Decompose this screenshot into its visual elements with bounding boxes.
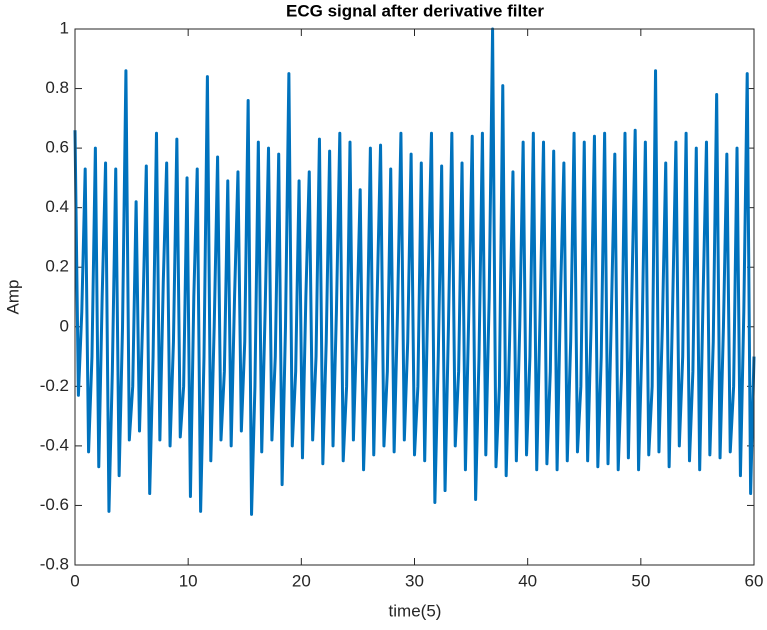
y-tick-label: -0.2 xyxy=(40,376,69,395)
signal-line xyxy=(73,27,756,516)
x-axis-label: time(5) xyxy=(389,601,442,620)
y-tick-label: 0.6 xyxy=(45,138,69,157)
chart-title: ECG signal after derivative filter xyxy=(286,1,544,20)
y-tick-label: 0.8 xyxy=(45,78,69,97)
y-tick-label: 0.2 xyxy=(45,257,69,276)
x-tick-label: 0 xyxy=(70,571,79,590)
x-tick-label: 40 xyxy=(518,571,537,590)
y-tick-label: 1 xyxy=(60,18,69,37)
x-tick-label: 60 xyxy=(745,571,764,590)
y-tick-label: 0.4 xyxy=(45,197,69,216)
y-tick-label: 0 xyxy=(60,316,69,335)
x-tick-label: 30 xyxy=(405,571,424,590)
x-tick-label: 50 xyxy=(631,571,650,590)
y-tick-label: -0.4 xyxy=(40,435,69,454)
y-tick-label: -0.8 xyxy=(40,554,69,573)
x-tick-label: 10 xyxy=(179,571,198,590)
x-tick-label: 20 xyxy=(292,571,311,590)
y-axis-label: Amp xyxy=(3,280,22,315)
y-tick-label: -0.6 xyxy=(40,495,69,514)
axes-box xyxy=(74,28,755,566)
